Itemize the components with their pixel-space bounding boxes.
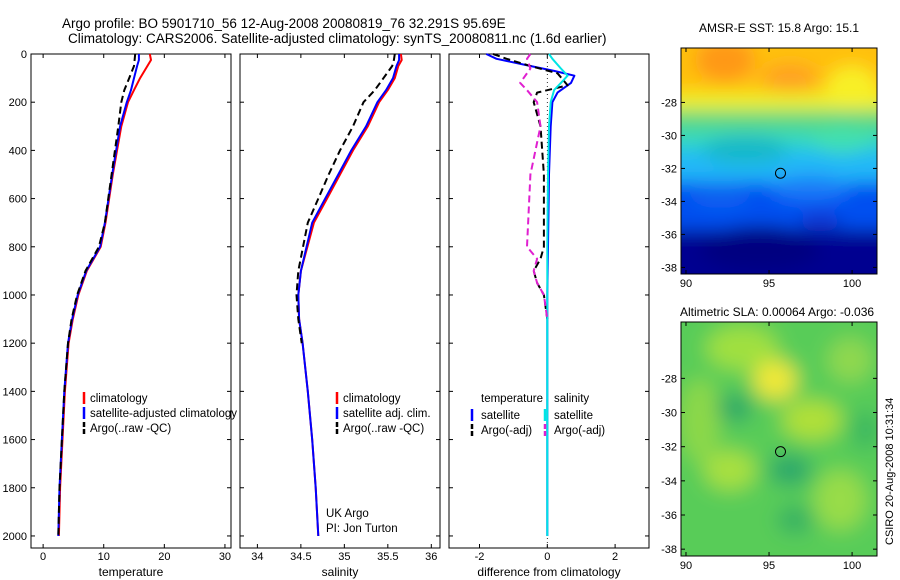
diff-axis-label: difference from climatology: [477, 565, 620, 579]
diff-legend-label: satellite: [481, 410, 520, 422]
sal-legend-label: satellite adj. clim.: [343, 408, 431, 420]
temp-axis-label: temperature: [99, 565, 164, 579]
sst-lon-tick-label: 100: [843, 278, 861, 290]
diff-legend-group-title: temperature: [481, 393, 543, 405]
sla-map-panel: Altimetric SLA: 0.00064 Argo: -0.036 90 9…: [661, 305, 878, 572]
temp-legend-label: satellite-adjusted climatology: [90, 408, 237, 420]
sla-lon-tick-label: 95: [763, 560, 775, 572]
sal-xtick-label: 35.5: [377, 551, 398, 563]
diff-series-line: [546, 53, 569, 536]
temp-legend-label: climatology: [90, 393, 148, 405]
temp-xtick-label: 10: [98, 551, 110, 563]
diff-xtick-label: -2: [475, 551, 485, 563]
temperature-profile-panel: 0 10 20 30 0 200 400 600 800 1000 1200 1400 1600 1800…: [3, 49, 238, 579]
difference-profile-panel: -2 0 2 difference from climatology temperatu…: [448, 53, 650, 579]
sal-xtick-label: 36: [425, 551, 437, 563]
sst-lat-tick-label: -32: [661, 163, 677, 175]
temp-legend-label: Argo(..raw -QC): [90, 423, 171, 435]
sla-lat-tick-label: -36: [661, 510, 677, 522]
depth-tick-label: 400: [9, 145, 27, 157]
salinity-annotation: UK Argo: [326, 508, 369, 520]
sst-lon-tick-label: 90: [680, 278, 692, 290]
sla-lon-tick-label: 90: [680, 560, 692, 572]
salinity-annotation: PI: Jon Turton: [326, 523, 398, 535]
diff-xtick-label: 0: [544, 551, 550, 563]
depth-tick-label: 800: [9, 242, 27, 254]
depth-tick-label: 0: [21, 49, 27, 61]
depth-tick-label: 1800: [3, 483, 27, 495]
temp-xtick-label: 0: [40, 551, 46, 563]
sst-lat-tick-label: -28: [661, 97, 677, 109]
sal-series-line: [297, 54, 401, 537]
sla-heatmap-image: [681, 322, 877, 556]
sal-xtick-label: 35: [338, 551, 350, 563]
sal-plot-frame: [239, 53, 441, 549]
sst-argo-location-marker: [774, 167, 786, 179]
sla-lon-tick-label: 100: [843, 560, 861, 572]
diff-legend-label: Argo(-adj): [554, 425, 605, 437]
sst-map-panel: AMSR-E SST: 15.8 Argo: 15.1: [661, 21, 878, 290]
diff-xtick-label: 2: [612, 551, 618, 563]
sst-lat-tick-label: -36: [661, 229, 677, 241]
depth-tick-label: 1600: [3, 435, 27, 447]
diff-series-line: [519, 53, 549, 320]
sst-map-title: AMSR-E SST: 15.8 Argo: 15.1: [699, 21, 859, 35]
sst-lon-tick-label: 95: [763, 278, 775, 290]
diff-legend-group-title: salinity: [554, 393, 589, 405]
depth-tick-label: 2000: [3, 531, 27, 543]
sla-lat-tick-label: -34: [661, 476, 677, 488]
salinity-profile-panel: 34 34.5 35 35.5 36 salinity climatology satelli…: [239, 53, 441, 579]
sal-axis-label: salinity: [322, 565, 359, 579]
depth-tick-label: 600: [9, 194, 27, 206]
temp-series-line: [57, 53, 137, 537]
sal-xtick-label: 34.5: [290, 551, 311, 563]
sla-lat-tick-label: -30: [661, 408, 677, 420]
depth-tick-label: 200: [9, 97, 27, 109]
temp-xtick-label: 30: [219, 551, 231, 563]
sst-lat-tick-label: -30: [661, 130, 677, 142]
sst-lat-tick-label: -38: [661, 262, 677, 274]
sla-map-title: Altimetric SLA: 0.00064 Argo: -0.036: [680, 305, 874, 319]
temp-plot-frame: [30, 53, 232, 549]
sla-lat-tick-label: -38: [661, 544, 677, 556]
figure-title-line1: Argo profile: BO 5901710_56 12-Aug-2008 …: [62, 16, 506, 31]
diff-legend-label: satellite: [554, 410, 593, 422]
figure-title-line2: Climatology: CARS2006. Satellite-adjuste…: [68, 31, 607, 46]
sal-legend-label: climatology: [343, 393, 401, 405]
side-timestamp-label: CSIRO 20-Aug-2008 10:31:34: [884, 398, 896, 545]
temp-xtick-label: 20: [158, 551, 170, 563]
depth-tick-label: 1400: [3, 386, 27, 398]
sla-lat-tick-label: -28: [661, 373, 677, 385]
sal-legend-label: Argo(..raw -QC): [343, 423, 424, 435]
diff-legend-label: Argo(-adj): [481, 425, 532, 437]
sst-heatmap-image: [681, 48, 877, 274]
depth-tick-label: 1200: [3, 338, 27, 350]
depth-tick-label: 1000: [3, 290, 27, 302]
sal-series-line: [295, 53, 396, 344]
sst-lat-tick-label: -34: [661, 196, 677, 208]
sla-lat-tick-label: -32: [661, 442, 677, 454]
sla-argo-location-marker: [774, 446, 786, 458]
sal-xtick-label: 34: [251, 551, 263, 563]
